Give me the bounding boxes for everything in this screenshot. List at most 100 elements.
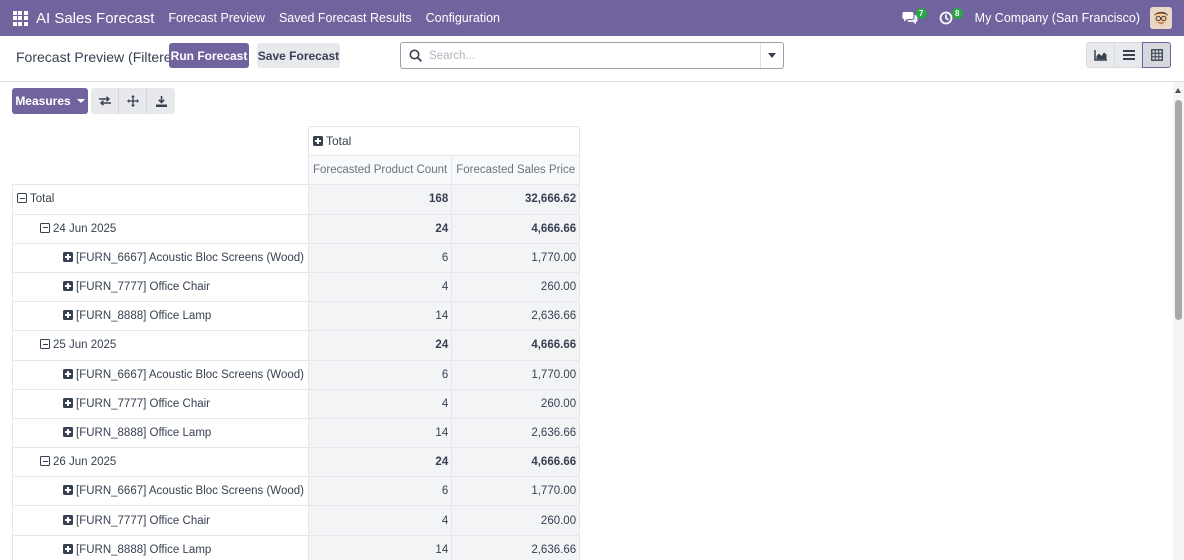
pivot-row: [FURN_8888] Office Lamp 14 2,636.66 [12,417,581,449]
measure-header-sales-price[interactable]: Forecasted Sales Price [451,155,581,186]
pivot-row-header[interactable]: [FURN_7777] Office Chair [12,271,309,303]
minus-square-icon [40,222,50,233]
plus-square-icon [63,368,73,379]
measure-header-product-count[interactable]: Forecasted Product Count [307,155,453,186]
pivot-cell-product-count[interactable]: 14 [307,534,453,560]
pivot-cell-product-count[interactable]: 6 [307,476,453,507]
pivot-cell-sales-price[interactable]: 4,666.66 [451,213,581,244]
menu-configuration[interactable]: Configuration [425,11,501,25]
pivot-cell-sales-price[interactable]: 1,770.00 [451,242,581,273]
pivot-row: [FURN_6667] Acoustic Bloc Screens (Wood)… [12,359,581,390]
activities-badge: 8 [951,8,963,19]
run-forecast-button[interactable]: Run Forecast [169,43,249,68]
app-name[interactable]: AI Sales Forecast [36,9,155,27]
scrollbar-thumb[interactable] [1175,100,1182,320]
pivot-col-header-total[interactable]: Total [307,125,581,157]
pivot-cell-product-count[interactable]: 4 [307,505,453,536]
pivot-cell-sales-price[interactable]: 32,666.62 [451,184,581,215]
breadcrumb-title: Forecast Preview (Filtered) [16,49,185,65]
expand-all-button[interactable] [119,88,147,114]
menu-forecast-preview[interactable]: Forecast Preview [168,11,265,25]
plus-square-icon [312,136,323,147]
pivot-cell-sales-price[interactable]: 260.00 [451,271,581,303]
pivot-row-header[interactable]: [FURN_6667] Acoustic Bloc Screens (Wood) [12,242,309,273]
pivot-cell-product-count[interactable]: 6 [307,242,453,273]
flip-axis-button[interactable] [91,88,119,114]
plus-square-icon [63,514,73,525]
pivot-row-label: [FURN_8888] Office Lamp [76,543,212,556]
apps-menu-button[interactable] [0,0,40,36]
pivot-cell-product-count[interactable]: 24 [307,330,453,361]
pivot-cell-sales-price[interactable]: 2,636.66 [451,534,581,560]
pivot-row: [FURN_6667] Acoustic Bloc Screens (Wood)… [12,242,581,273]
chat-icon [902,12,918,25]
list-view-button[interactable] [1114,42,1143,68]
company-switcher[interactable]: My Company (San Francisco) [974,11,1140,25]
pivot-corner [13,156,309,185]
pivot-row-label: [FURN_6667] Acoustic Bloc Screens (Wood) [76,485,304,498]
pivot-cell-sales-price[interactable]: 4,666.66 [451,447,581,478]
scrollbar[interactable] [1173,82,1184,560]
pivot-row-label: [FURN_8888] Office Lamp [76,310,212,323]
pivot-row-label: 25 Jun 2025 [53,339,117,352]
download-button[interactable] [147,88,175,114]
plus-square-icon [63,426,73,437]
pivot-row: [FURN_8888] Office Lamp 14 2,636.66 [12,534,581,560]
caret-down-icon [76,99,85,103]
pivot-view-button[interactable] [1142,42,1171,68]
pivot-row-header[interactable]: [FURN_8888] Office Lamp [12,301,309,332]
pivot-cell-product-count[interactable]: 14 [307,417,453,449]
messages-button[interactable]: 7 [899,0,927,36]
pivot-row-label: [FURN_7777] Office Chair [76,514,211,527]
search-options-toggle[interactable] [760,43,783,68]
pivot-row-header[interactable]: [FURN_7777] Office Chair [12,388,309,419]
measures-dropdown[interactable]: Measures [12,88,88,114]
scroll-up-arrow[interactable] [1175,88,1181,93]
user-avatar[interactable] [1150,7,1172,29]
view-switcher [1086,42,1171,68]
pivot-cell-sales-price[interactable]: 1,770.00 [451,359,581,390]
pivot-row-label: [FURN_8888] Office Lamp [76,426,212,439]
pivot-row-header[interactable]: [FURN_8888] Office Lamp [12,534,309,560]
pivot-row-header[interactable]: [FURN_6667] Acoustic Bloc Screens (Wood) [12,476,309,507]
list-icon [1122,50,1135,60]
pivot-row-header[interactable]: 24 Jun 2025 [12,213,309,244]
plus-square-icon [63,281,73,292]
pivot-cell-product-count[interactable]: 4 [307,388,453,419]
search-icon [409,49,422,62]
pivot-row-header[interactable]: 25 Jun 2025 [12,330,309,361]
pivot-row-header[interactable]: [FURN_6667] Acoustic Bloc Screens (Wood) [12,359,309,390]
search-input[interactable] [429,47,749,65]
search-bar[interactable] [400,42,784,69]
pivot-row-header[interactable]: Total [12,184,309,215]
pivot-cell-sales-price[interactable]: 2,636.66 [451,301,581,332]
pivot-cell-sales-price[interactable]: 2,636.66 [451,417,581,449]
arrows-icon [126,95,139,107]
pivot-row-header[interactable]: 26 Jun 2025 [12,447,309,478]
user-avatar-icon [1150,7,1172,29]
pivot-cell-sales-price[interactable]: 1,770.00 [451,476,581,507]
pivot-cell-product-count[interactable]: 4 [307,271,453,303]
pivot-tools [91,88,175,114]
pivot-row-label: [FURN_7777] Office Chair [76,397,211,410]
minus-square-icon [40,456,50,467]
pivot-cell-product-count[interactable]: 6 [307,359,453,390]
pivot-cell-product-count[interactable]: 14 [307,301,453,332]
activities-button[interactable]: 8 [935,0,963,36]
pivot-row-header[interactable]: [FURN_8888] Office Lamp [12,417,309,449]
pivot-row-header[interactable]: [FURN_7777] Office Chair [12,505,309,536]
save-forecast-button[interactable]: Save Forecast [257,43,340,68]
pivot-cell-product-count[interactable]: 168 [307,184,453,215]
menu-saved-forecast-results[interactable]: Saved Forecast Results [278,11,412,25]
caret-down-icon [768,53,776,58]
pivot-row: 25 Jun 2025 24 4,666.66 [12,330,581,361]
pivot-cell-sales-price[interactable]: 260.00 [451,388,581,419]
download-icon [155,95,167,107]
pivot-cell-product-count[interactable]: 24 [307,447,453,478]
pivot-row-label: Total [30,193,55,206]
pivot-row: [FURN_7777] Office Chair 4 260.00 [12,271,581,303]
pivot-cell-sales-price[interactable]: 4,666.66 [451,330,581,361]
pivot-cell-product-count[interactable]: 24 [307,213,453,244]
graph-view-button[interactable] [1086,42,1115,68]
pivot-cell-sales-price[interactable]: 260.00 [451,505,581,536]
